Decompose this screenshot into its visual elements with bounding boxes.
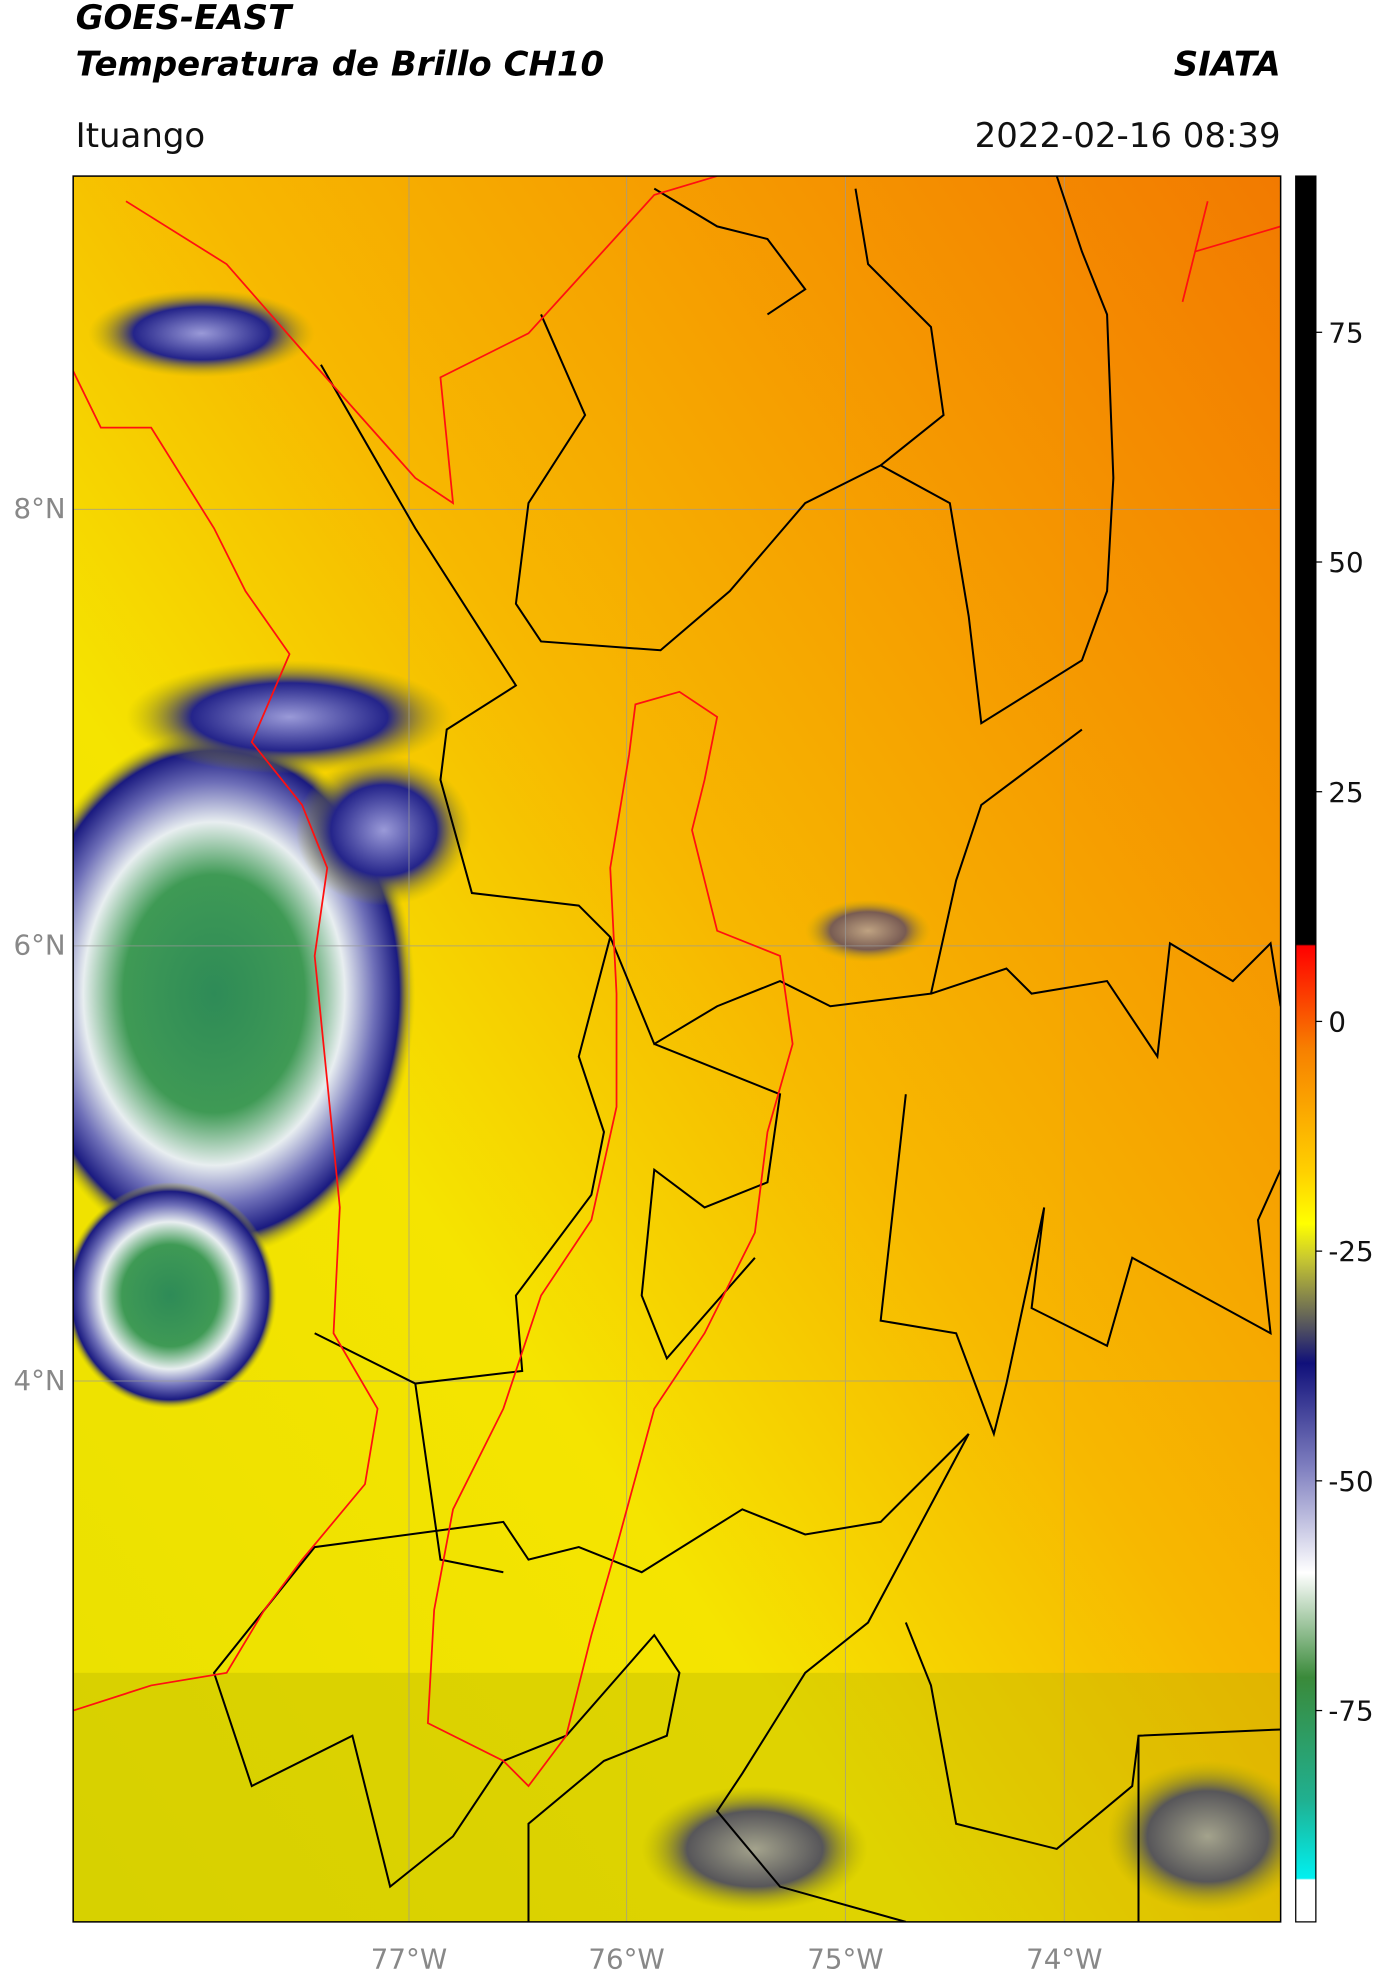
colorbar-tick-label: -50: [1328, 1465, 1373, 1498]
colorbar-tick-label: 75: [1328, 316, 1363, 349]
datetime: 2022-02-16 08:39: [975, 116, 1281, 156]
map-frame: [72, 175, 1282, 1923]
lat-label: 8°N: [14, 492, 66, 525]
location: Ituango: [76, 116, 206, 156]
title: GOES-EAST: [76, 0, 294, 38]
lon-label: 74°W: [1026, 1942, 1102, 1975]
cloud: [73, 1182, 277, 1409]
colorbar-tick-label: 0: [1328, 1005, 1346, 1038]
cloud: [1107, 1760, 1281, 1912]
borders: [212, 176, 1281, 1922]
lat-label: 4°N: [14, 1364, 66, 1397]
cloud: [805, 899, 931, 963]
haze: [73, 1672, 1281, 1922]
colorbar-tick-label: -25: [1328, 1235, 1373, 1268]
source: SIATA: [1174, 44, 1281, 84]
cloud: [88, 289, 315, 378]
colorbar-tick-label: 50: [1328, 546, 1363, 579]
lat-label: 6°N: [14, 929, 66, 962]
cloud: [295, 754, 472, 906]
coast-and-region: [73, 176, 1281, 1788]
colorbar-tick-label: -75: [1328, 1695, 1373, 1728]
subtitle: Temperatura de Brillo CH10: [76, 44, 604, 84]
map: [73, 176, 1281, 1922]
colorbar-ticks: 75 50 25 0 -25 -50 -75: [1315, 316, 1374, 1728]
colorbar: [1295, 175, 1317, 1923]
graticule: [73, 176, 1281, 1922]
lon-label: 75°W: [807, 1942, 883, 1975]
cloud: [126, 660, 454, 774]
lon-label: 77°W: [371, 1942, 447, 1975]
colorbar-tick-label: 25: [1328, 776, 1363, 809]
cloud: [641, 1786, 869, 1912]
lon-label: 76°W: [588, 1942, 664, 1975]
